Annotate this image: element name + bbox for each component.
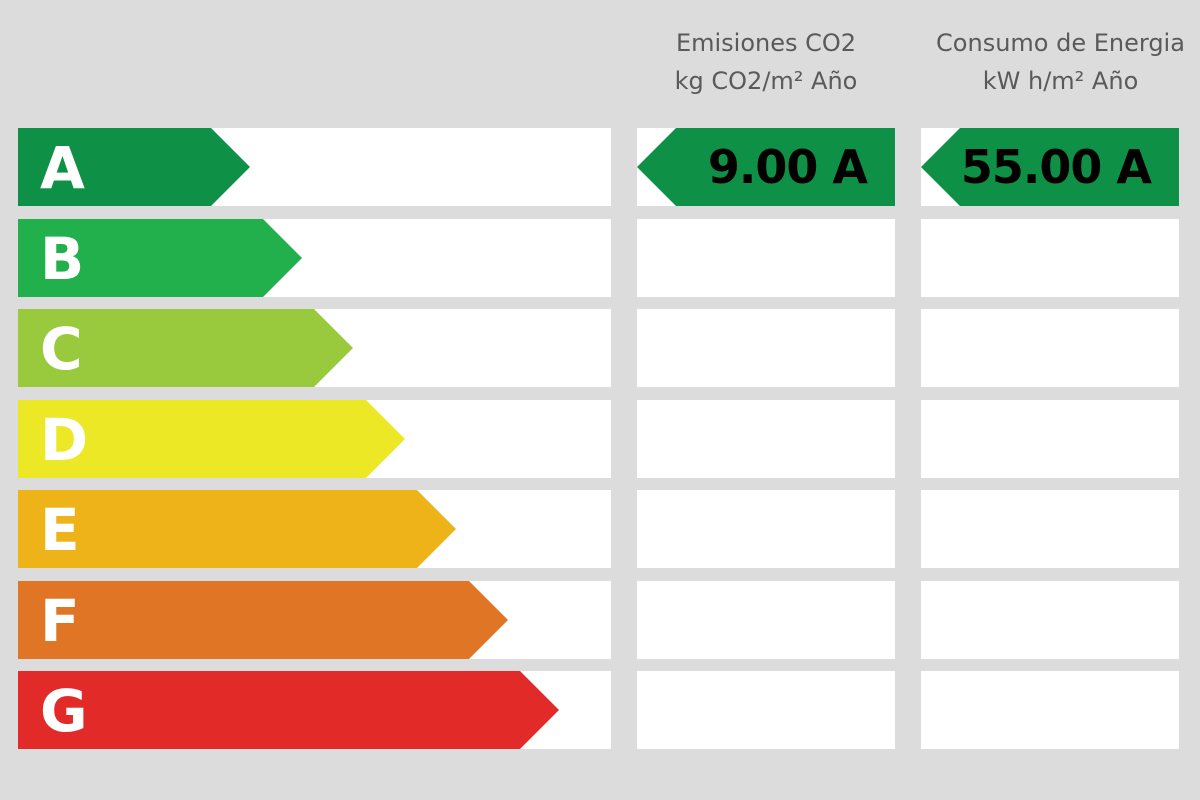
co2-cell-d xyxy=(637,400,895,478)
energy-consumption-header: Consumo de Energia kW h/m² Año xyxy=(921,24,1200,100)
class-letter-c: C xyxy=(40,315,83,383)
class-arrow-c: C xyxy=(18,309,353,387)
scale-row-c: C xyxy=(18,309,611,387)
scale-row-b: B xyxy=(18,219,611,297)
class-arrow-d: D xyxy=(18,400,405,478)
energy-cell-b xyxy=(921,219,1179,297)
co2-cell-c xyxy=(637,309,895,387)
class-letter-f: F xyxy=(40,587,80,655)
scale-row-e: E xyxy=(18,490,611,568)
co2-header-unit: kg CO2/m² Año xyxy=(674,67,858,95)
energy-cell-c xyxy=(921,309,1179,387)
energy-cell-d xyxy=(921,400,1179,478)
class-arrow-e: E xyxy=(18,490,456,568)
energy-cell-f xyxy=(921,581,1179,659)
energy-header-unit: kW h/m² Año xyxy=(982,67,1139,95)
co2-rating-pointer: 9.00 A xyxy=(637,128,895,206)
co2-rating-value: 9.00 A xyxy=(707,140,868,194)
co2-cell-g xyxy=(637,671,895,749)
class-letter-g: G xyxy=(40,677,88,745)
energy-cell-g xyxy=(921,671,1179,749)
scale-row-a: A xyxy=(18,128,611,206)
class-arrow-b: B xyxy=(18,219,302,297)
energy-header-title: Consumo de Energia xyxy=(936,29,1185,57)
class-arrow-f: F xyxy=(18,581,508,659)
co2-cell-e xyxy=(637,490,895,568)
co2-cell-a: 9.00 A xyxy=(637,128,895,206)
energy-cell-e xyxy=(921,490,1179,568)
class-arrow-a: A xyxy=(18,128,250,206)
scale-row-g: G xyxy=(18,671,611,749)
energy-rating-value: 55.00 A xyxy=(960,140,1152,194)
co2-header-title: Emisiones CO2 xyxy=(675,29,857,57)
co2-cell-f xyxy=(637,581,895,659)
class-letter-a: A xyxy=(40,134,85,202)
co2-cell-b xyxy=(637,219,895,297)
class-letter-d: D xyxy=(40,406,89,474)
scale-row-f: F xyxy=(18,581,611,659)
energy-rating-pointer: 55.00 A xyxy=(921,128,1179,206)
class-arrow-g: G xyxy=(18,671,559,749)
class-letter-b: B xyxy=(40,225,85,293)
energy-cell-a: 55.00 A xyxy=(921,128,1179,206)
co2-emissions-header: Emisiones CO2 kg CO2/m² Año xyxy=(637,24,895,100)
scale-row-d: D xyxy=(18,400,611,478)
class-letter-e: E xyxy=(40,496,80,564)
